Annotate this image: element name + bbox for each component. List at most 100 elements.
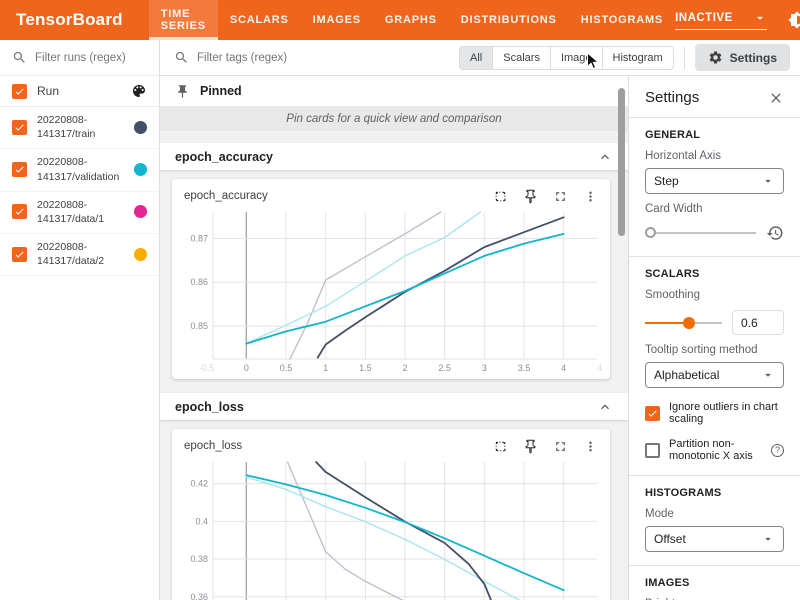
card-width-label: Card Width	[645, 203, 703, 215]
tag-type-filter-group: All Scalars Image Histogram	[459, 45, 674, 70]
help-icon[interactable]: ?	[771, 443, 784, 457]
tab-distributions[interactable]: DISTRIBUTIONS	[460, 14, 557, 26]
run-row-train[interactable]: 20220808-141317/train	[0, 107, 159, 150]
card-width-reset-button[interactable]	[766, 224, 784, 242]
status-dropdown[interactable]: INACTIVE	[675, 11, 768, 30]
section-title: epoch_accuracy	[175, 149, 273, 164]
brightness-label: Brightness	[645, 598, 784, 600]
run-name: 20220808-141317/train	[37, 114, 96, 141]
run-checkbox[interactable]	[12, 119, 27, 135]
run-color-dot[interactable]	[134, 163, 147, 177]
chevron-up-icon[interactable]	[597, 399, 613, 415]
card-width-slider[interactable]	[645, 226, 756, 240]
tab-scalars[interactable]: SCALARS	[229, 14, 289, 26]
app-logo: TensorBoard	[16, 10, 123, 29]
filter-button-all[interactable]: All	[459, 45, 494, 70]
vertical-scrollbar[interactable]	[618, 88, 625, 236]
pin-card-button[interactable]	[522, 188, 538, 204]
settings-group-general: GENERAL Horizontal Axis Step Card Width	[629, 118, 800, 256]
pin-icon	[525, 189, 535, 203]
nav-tabs: TIME SERIES SCALARS IMAGES GRAPHS DISTRI…	[148, 0, 675, 40]
chevron-up-icon[interactable]	[597, 149, 613, 165]
run-checkbox[interactable]	[12, 162, 27, 178]
svg-text:1: 1	[323, 363, 328, 373]
fullscreen-button[interactable]	[552, 438, 568, 454]
group-title: GENERAL	[645, 129, 701, 141]
svg-text:3.5: 3.5	[518, 363, 531, 373]
tooltip-sorting-select[interactable]: Alphabetical	[645, 362, 784, 388]
run-row-data-2[interactable]: 20220808-141317/data/2	[0, 234, 159, 277]
epoch-accuracy-chart[interactable]: -0.5 0 0.5 1 1.5 2 2.5 3 3.5 4 4.5 0.85 0.86 0.87	[179, 207, 603, 377]
run-row-validation[interactable]: 20220808-141317/validation	[0, 149, 159, 192]
close-icon[interactable]	[768, 90, 784, 106]
marquee-box-icon	[495, 441, 505, 451]
histogram-mode-label: Mode	[645, 508, 674, 520]
horizontal-axis-select[interactable]: Step	[645, 168, 784, 194]
run-color-dot[interactable]	[134, 120, 147, 134]
filter-button-scalars[interactable]: Scalars	[492, 45, 551, 70]
select-all-runs-checkbox[interactable]	[12, 83, 27, 99]
run-row-data-1[interactable]: 20220808-141317/data/1	[0, 192, 159, 235]
fullscreen-icon	[555, 441, 565, 451]
svg-text:1.5: 1.5	[359, 363, 372, 373]
run-checkbox[interactable]	[12, 204, 27, 220]
section-title: epoch_loss	[175, 399, 244, 414]
ignore-outliers-label: Ignore outliers in chart scaling	[669, 401, 778, 425]
run-name: 20220808-141317/data/1	[37, 198, 105, 225]
card-menu-button[interactable]	[582, 188, 598, 204]
card-title: epoch_accuracy	[184, 190, 268, 202]
smoothing-label: Smoothing	[645, 289, 700, 301]
tags-filter	[174, 50, 459, 65]
tab-images[interactable]: IMAGES	[312, 14, 361, 26]
brightness-toggle-button[interactable]	[784, 7, 800, 33]
section-header-epoch-loss[interactable]: epoch_loss	[160, 393, 628, 420]
chevron-down-icon	[757, 16, 763, 20]
histogram-mode-select[interactable]: Offset	[645, 526, 784, 552]
svg-text:-0.5: -0.5	[199, 363, 215, 373]
settings-group-histograms: HISTOGRAMS Mode Offset	[629, 476, 800, 565]
pinned-section-header: Pinned	[160, 76, 628, 106]
card-menu-button[interactable]	[582, 438, 598, 454]
reset-zoom-button[interactable]	[492, 188, 508, 204]
svg-text:2.5: 2.5	[438, 363, 451, 373]
marquee-box-icon	[495, 191, 505, 201]
tab-time-series[interactable]: TIME SERIES	[148, 0, 219, 40]
pinned-title: Pinned	[200, 84, 242, 98]
header-controls: INACTIVE	[675, 7, 800, 33]
filter-button-histogram[interactable]: Histogram	[601, 45, 674, 70]
caret-down-icon	[765, 179, 771, 183]
svg-text:3: 3	[482, 363, 487, 373]
ignore-outliers-checkbox[interactable]	[645, 405, 660, 421]
svg-text:4.5: 4.5	[597, 363, 603, 373]
reset-zoom-button[interactable]	[492, 438, 508, 454]
kebab-menu-icon	[588, 441, 592, 451]
runs-filter-input[interactable]	[35, 51, 147, 64]
run-checkbox[interactable]	[12, 246, 27, 262]
settings-button[interactable]: Settings	[694, 44, 790, 71]
filter-button-image[interactable]: Image	[549, 45, 603, 70]
pin-icon	[525, 439, 535, 453]
palette-icon[interactable]	[131, 83, 147, 99]
smoothing-value-input[interactable]	[732, 310, 784, 335]
run-color-dot[interactable]	[134, 205, 147, 219]
pin-card-button[interactable]	[522, 438, 538, 454]
svg-text:0.36: 0.36	[190, 592, 208, 600]
status-value: INACTIVE	[675, 11, 733, 24]
tab-histograms[interactable]: HISTOGRAMS	[580, 14, 664, 26]
partition-x-axis-label: Partition non-monotonic X axis	[669, 438, 753, 462]
search-icon	[13, 51, 25, 63]
settings-panel-title: Settings	[645, 89, 700, 106]
epoch-loss-chart[interactable]: 00.511.522.533.540.360.380.40.42	[179, 457, 603, 600]
svg-text:4: 4	[561, 363, 566, 373]
run-color-dot[interactable]	[134, 247, 147, 261]
fullscreen-button[interactable]	[552, 188, 568, 204]
app-header: TensorBoard TIME SERIES SCALARS IMAGES G…	[0, 0, 800, 40]
tags-filter-input[interactable]	[197, 51, 417, 64]
run-name: 20220808-141317/validation	[37, 156, 120, 183]
section-header-epoch-accuracy[interactable]: epoch_accuracy	[160, 143, 628, 170]
brightness-icon	[788, 11, 800, 29]
partition-x-axis-checkbox[interactable]	[645, 442, 660, 458]
smoothing-slider[interactable]	[645, 316, 722, 330]
tab-graphs[interactable]: GRAPHS	[384, 14, 437, 26]
tags-toolbar: All Scalars Image Histogram Settings	[160, 40, 800, 76]
